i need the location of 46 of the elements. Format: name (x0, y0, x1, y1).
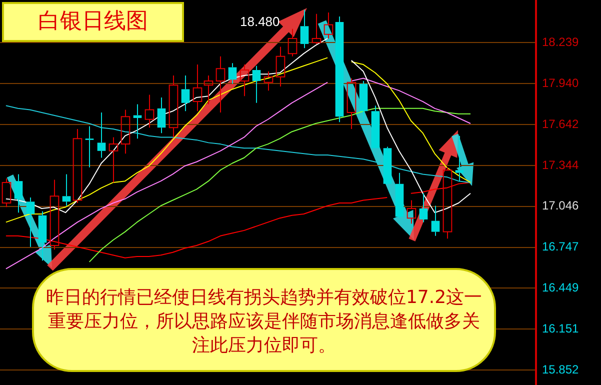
candlestick (120, 109, 130, 154)
candlestick (62, 174, 71, 206)
candlestick (14, 174, 23, 214)
candlestick (97, 112, 106, 158)
candlestick (240, 64, 250, 97)
y-tick-label: 16.747 (542, 240, 580, 254)
candlestick (395, 172, 404, 219)
y-tick-label: 17.046 (542, 198, 580, 213)
candlestick (371, 105, 380, 148)
candlestick (442, 166, 452, 240)
candlestick (406, 200, 416, 224)
candlestick (144, 94, 154, 128)
y-tick-label: 16.449 (542, 280, 580, 294)
candlestick (276, 46, 286, 87)
candlestick (312, 13, 322, 44)
candlestick (252, 65, 261, 104)
candlestick (264, 70, 274, 92)
candlestick (108, 136, 118, 183)
candlestick (228, 62, 237, 84)
y-tick-label: 17.344 (542, 158, 580, 172)
candlestick (216, 56, 226, 114)
y-tick-label: 15.852 (542, 362, 580, 376)
candlestick (419, 192, 428, 223)
candlestick (359, 80, 368, 120)
candlestick (157, 96, 166, 134)
candlestick (192, 64, 202, 112)
candlestick (455, 135, 464, 182)
candlestick (335, 16, 344, 123)
candlestick (346, 78, 356, 130)
candlestick (288, 28, 298, 57)
candlestick (38, 210, 47, 262)
candlestick (26, 197, 35, 248)
y-tick-label: 16.151 (542, 321, 580, 336)
candlestick (324, 12, 334, 39)
y-tick-label: 17.940 (542, 76, 580, 90)
candlestick (204, 75, 214, 105)
annotation: 18.480 (240, 14, 280, 29)
candlestick (72, 128, 82, 204)
candlestick (300, 9, 309, 49)
candlestick (431, 205, 440, 236)
candlestick (181, 75, 190, 112)
candlestick (85, 126, 94, 168)
y-tick-label: 17.642 (542, 116, 580, 131)
candlestick (168, 75, 178, 138)
y-tick-label: 18.239 (542, 35, 580, 50)
candlestick (50, 179, 60, 250)
